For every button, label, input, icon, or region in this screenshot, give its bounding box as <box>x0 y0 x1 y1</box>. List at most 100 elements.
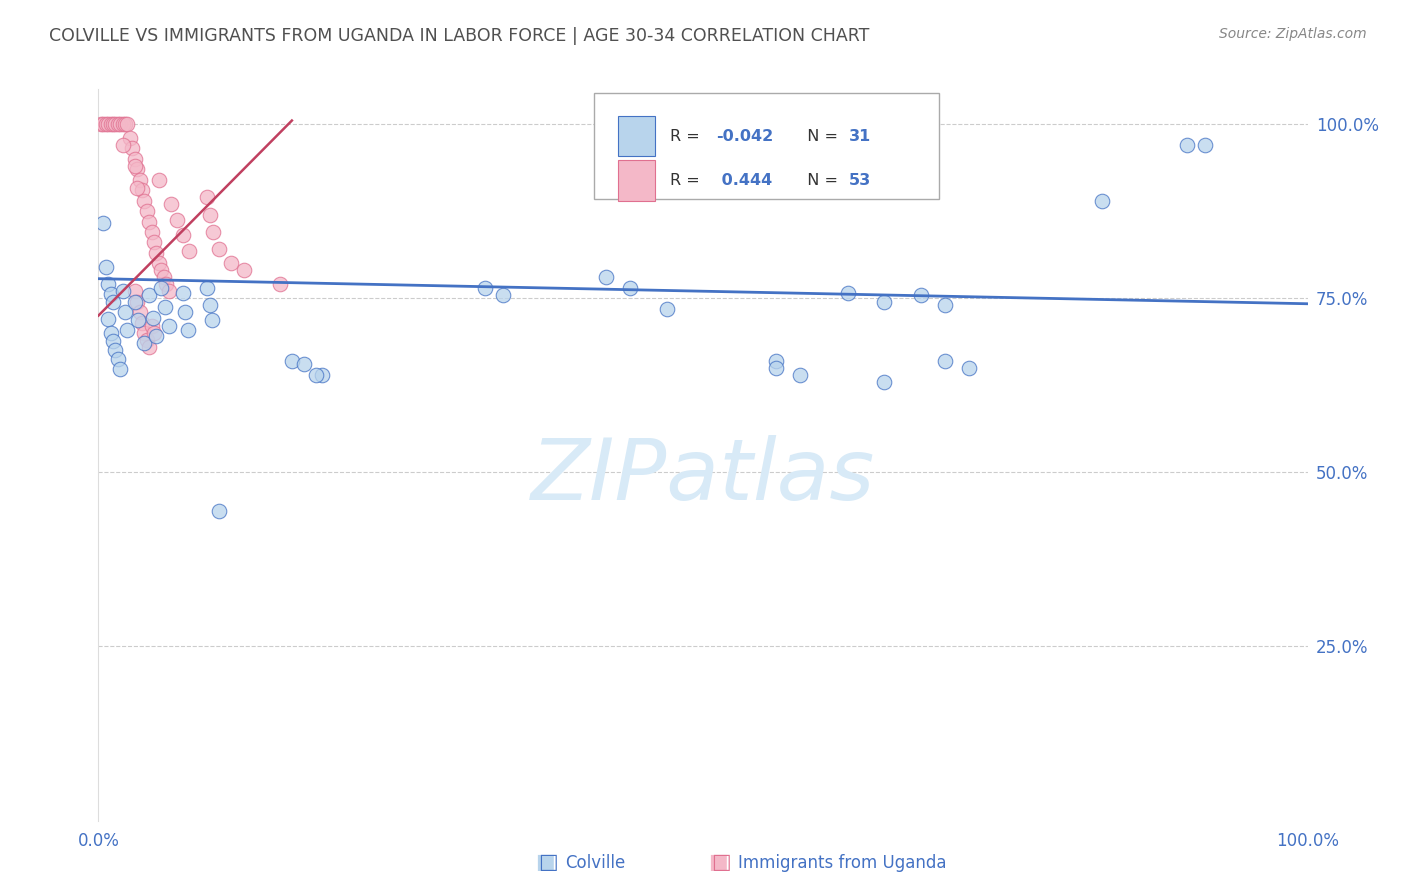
Point <box>128 173 150 187</box>
Point <box>150 281 173 295</box>
Point <box>104 117 127 131</box>
Text: ■: ■ <box>536 853 555 872</box>
Point <box>138 214 160 228</box>
Text: R =: R = <box>671 173 706 188</box>
Point <box>198 298 221 312</box>
Point <box>837 285 859 300</box>
Point <box>134 326 156 340</box>
Point <box>311 368 333 382</box>
Point <box>148 173 170 187</box>
Point <box>492 287 515 301</box>
Text: □: □ <box>538 853 558 872</box>
Point <box>108 117 131 131</box>
Point <box>138 287 160 301</box>
Point <box>957 360 980 375</box>
Text: -0.042: -0.042 <box>716 128 773 144</box>
Point <box>160 197 183 211</box>
Point <box>177 323 200 337</box>
Point <box>198 208 221 222</box>
Point <box>135 204 157 219</box>
Point <box>269 277 291 292</box>
Point <box>91 216 114 230</box>
Point <box>152 270 174 285</box>
Point <box>114 117 136 131</box>
Point <box>124 159 146 173</box>
Point <box>107 352 129 367</box>
Point <box>910 287 932 301</box>
Point <box>474 281 496 295</box>
Point <box>124 294 146 309</box>
Point <box>97 117 120 131</box>
Point <box>195 190 218 204</box>
Point <box>131 316 153 330</box>
FancyBboxPatch shape <box>595 93 939 199</box>
Point <box>97 277 120 292</box>
Point <box>174 305 197 319</box>
Point <box>201 313 224 327</box>
Point <box>142 310 165 325</box>
Point <box>124 152 146 166</box>
Text: Source: ZipAtlas.com: Source: ZipAtlas.com <box>1219 27 1367 41</box>
Point <box>128 305 150 319</box>
Point <box>100 326 122 340</box>
Point <box>221 256 243 270</box>
Point <box>127 162 149 177</box>
Point <box>101 334 124 349</box>
Point <box>155 277 177 292</box>
Text: ZIPatlas: ZIPatlas <box>531 435 875 518</box>
Point <box>117 322 139 336</box>
Point <box>1175 137 1198 152</box>
Text: □: □ <box>711 853 731 872</box>
Point <box>765 360 787 375</box>
Point <box>595 270 617 285</box>
Point <box>100 287 122 301</box>
Point <box>143 326 166 340</box>
Point <box>172 228 194 243</box>
Point <box>127 181 149 195</box>
Point <box>111 284 134 298</box>
Point <box>141 225 163 239</box>
Point <box>148 256 170 270</box>
Text: R =: R = <box>671 128 706 144</box>
Point <box>135 333 157 347</box>
Point <box>172 285 194 300</box>
Point <box>1194 137 1216 152</box>
Point <box>94 117 117 131</box>
Point <box>118 131 141 145</box>
Point <box>157 319 180 334</box>
Point <box>873 294 896 309</box>
Point <box>292 357 315 371</box>
Point <box>91 117 114 131</box>
Point <box>232 263 254 277</box>
Text: Immigrants from Uganda: Immigrants from Uganda <box>738 855 946 872</box>
Point <box>90 117 112 131</box>
Point <box>134 194 156 208</box>
Point <box>143 235 166 250</box>
Point <box>100 117 122 131</box>
Point <box>789 368 811 382</box>
Point <box>94 260 117 274</box>
Point <box>117 117 139 131</box>
Point <box>145 246 167 260</box>
Point <box>104 343 127 357</box>
Point <box>157 284 180 298</box>
Point <box>141 319 163 334</box>
Point <box>873 375 896 389</box>
Point <box>305 368 328 382</box>
Point <box>127 294 149 309</box>
Point <box>131 183 153 197</box>
Point <box>655 301 678 316</box>
Point <box>145 329 167 343</box>
Point <box>208 243 231 257</box>
Point <box>134 336 156 351</box>
Point <box>101 117 124 131</box>
Text: ■: ■ <box>709 853 728 872</box>
Point <box>208 503 231 517</box>
Point <box>166 213 188 227</box>
Point <box>179 244 201 258</box>
Text: 31: 31 <box>849 128 872 144</box>
Point <box>97 312 120 326</box>
Point <box>150 263 173 277</box>
Point <box>138 340 160 354</box>
Point <box>121 141 143 155</box>
